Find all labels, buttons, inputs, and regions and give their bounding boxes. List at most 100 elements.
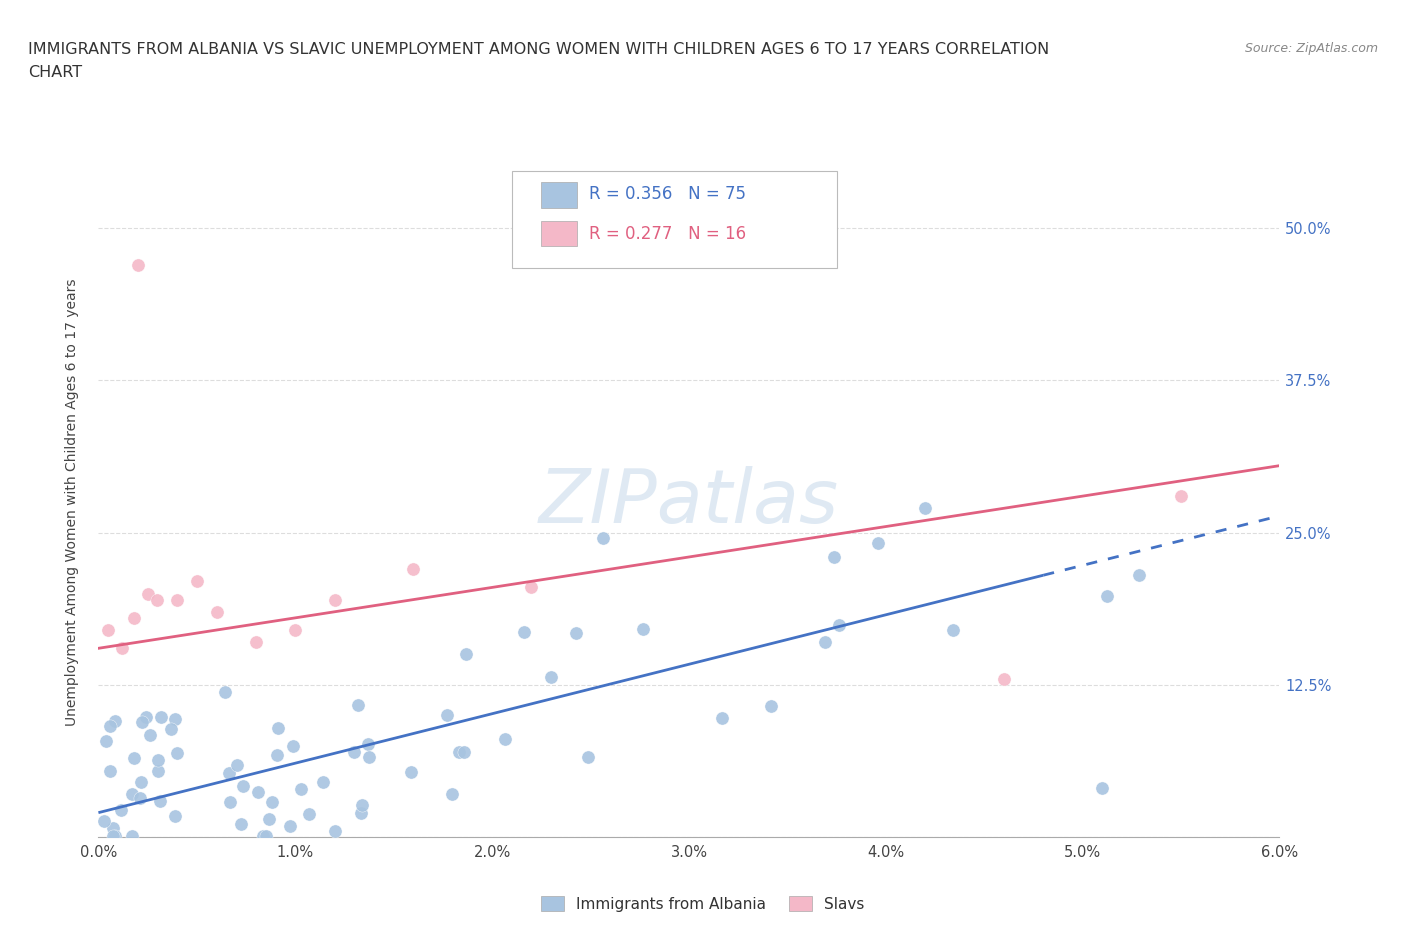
Point: [166, 746, 188, 761]
Point: [402, 562, 425, 577]
Y-axis label: Unemployment Among Women with Children Ages 6 to 17 years: Unemployment Among Women with Children A…: [65, 278, 79, 726]
Point: [225, 757, 247, 772]
FancyBboxPatch shape: [541, 182, 576, 207]
Point: [993, 671, 1015, 686]
Point: [592, 530, 614, 545]
Text: R = 0.277   N = 16: R = 0.277 N = 16: [589, 225, 745, 244]
Point: [231, 817, 253, 831]
Text: Source: ZipAtlas.com: Source: ZipAtlas.com: [1244, 42, 1378, 55]
Point: [124, 751, 146, 765]
Point: [399, 764, 422, 779]
Point: [281, 739, 304, 754]
Point: [631, 621, 654, 636]
Point: [267, 721, 290, 736]
Point: [245, 635, 267, 650]
Point: [1091, 781, 1114, 796]
Point: [323, 592, 346, 607]
Point: [98, 764, 121, 778]
Point: [914, 501, 936, 516]
Point: [350, 805, 373, 820]
Point: [96, 734, 118, 749]
Point: [104, 713, 127, 728]
Point: [146, 764, 169, 778]
Point: [436, 708, 458, 723]
Point: [103, 829, 125, 844]
Point: [149, 793, 172, 808]
Point: [97, 622, 120, 637]
Point: [186, 574, 208, 589]
Point: [163, 711, 186, 726]
Point: [254, 829, 277, 844]
Point: [454, 646, 477, 661]
Text: R = 0.356   N = 75: R = 0.356 N = 75: [589, 185, 745, 203]
Point: [512, 625, 534, 640]
Point: [323, 823, 346, 838]
Point: [347, 698, 370, 712]
Point: [449, 745, 471, 760]
Point: [166, 592, 188, 607]
Point: [357, 737, 380, 751]
Point: [290, 782, 312, 797]
Point: [131, 714, 153, 729]
Point: [122, 610, 145, 625]
Point: [814, 634, 837, 649]
Point: [104, 829, 127, 844]
Point: [121, 829, 143, 844]
Point: [350, 797, 373, 812]
Point: [139, 728, 162, 743]
Text: IMMIGRANTS FROM ALBANIA VS SLAVIC UNEMPLOYMENT AMONG WOMEN WITH CHILDREN AGES 6 : IMMIGRANTS FROM ALBANIA VS SLAVIC UNEMPL…: [28, 42, 1049, 57]
Point: [520, 580, 543, 595]
Point: [218, 765, 240, 780]
Legend: Immigrants from Albania, Slavs: Immigrants from Albania, Slavs: [536, 889, 870, 918]
Point: [827, 618, 849, 632]
Point: [440, 787, 463, 802]
Point: [131, 775, 153, 790]
Point: [129, 790, 152, 805]
FancyBboxPatch shape: [512, 171, 837, 268]
Point: [146, 592, 169, 607]
Text: CHART: CHART: [28, 65, 82, 80]
Point: [205, 604, 228, 619]
Point: [453, 745, 475, 760]
Point: [163, 808, 186, 823]
Point: [868, 535, 890, 550]
Point: [232, 778, 254, 793]
Point: [1170, 488, 1192, 503]
Point: [121, 786, 143, 801]
Point: [111, 641, 134, 656]
Point: [1128, 567, 1150, 582]
Point: [148, 752, 170, 767]
Point: [494, 732, 516, 747]
Point: [343, 745, 366, 760]
Point: [565, 625, 588, 640]
Point: [1095, 589, 1118, 604]
Point: [110, 803, 132, 817]
Point: [135, 710, 157, 724]
Point: [247, 784, 270, 799]
Point: [711, 711, 734, 725]
Point: [101, 820, 124, 835]
Point: [150, 710, 173, 724]
Point: [297, 806, 319, 821]
FancyBboxPatch shape: [541, 221, 576, 246]
Point: [759, 698, 782, 713]
Point: [284, 622, 307, 637]
Point: [262, 795, 284, 810]
Point: [160, 722, 183, 737]
Point: [540, 670, 562, 684]
Point: [214, 684, 236, 699]
Point: [257, 811, 280, 826]
Point: [942, 623, 965, 638]
Point: [136, 586, 159, 601]
Point: [823, 549, 845, 564]
Point: [252, 829, 274, 844]
Point: [98, 719, 121, 734]
Point: [218, 795, 240, 810]
Point: [266, 748, 288, 763]
Point: [312, 775, 335, 790]
Text: ZIPatlas: ZIPatlas: [538, 466, 839, 538]
Point: [576, 750, 599, 764]
Point: [127, 258, 149, 272]
Point: [357, 750, 380, 764]
Point: [93, 814, 115, 829]
